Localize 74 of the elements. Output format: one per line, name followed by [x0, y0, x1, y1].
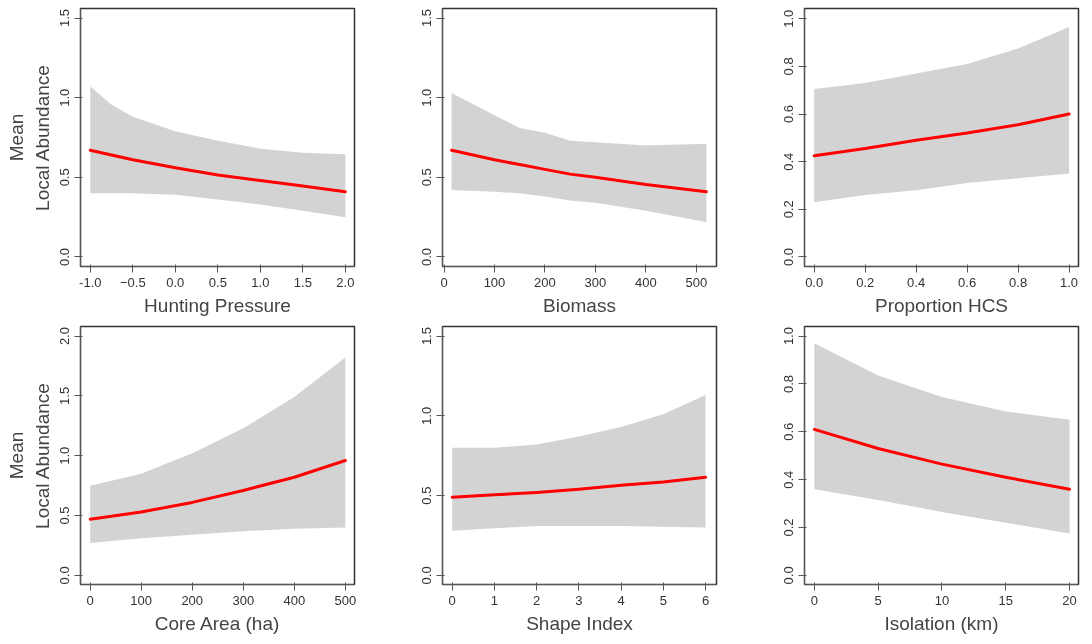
y-tick-label: 0.0: [781, 247, 797, 267]
y-tick-label: 0.2: [781, 200, 797, 219]
x-tick-label: 0.0: [166, 274, 185, 290]
x-tick-label: 0: [86, 592, 94, 608]
x-tick-label: 3: [575, 592, 583, 608]
x-axis-title: Core Area (ha): [154, 612, 280, 634]
y-tick-label: 0.0: [57, 566, 73, 585]
y-tick-label: 0.0: [781, 566, 797, 585]
x-tick-label: 0: [810, 592, 818, 608]
x-tick-label: 200: [181, 592, 204, 608]
x-tick-label: 0: [440, 274, 448, 290]
y-tick-label: 0.4: [781, 470, 797, 489]
y-tick-label: 0.8: [781, 57, 797, 76]
x-tick-label: 0.4: [907, 274, 926, 290]
y-tick-label: 0.5: [57, 506, 73, 525]
x-tick-label: 1.5: [293, 274, 312, 290]
y-tick-label: 0.0: [57, 247, 73, 266]
x-tick-label: 0.8: [1009, 274, 1028, 290]
x-tick-label: 500: [685, 274, 708, 290]
x-axis-title: Shape Index: [526, 612, 634, 634]
x-tick-label: 500: [334, 592, 357, 608]
x-tick-label: 0.2: [856, 274, 875, 290]
y-tick-label: 2.0: [57, 327, 73, 346]
x-tick-label: 5: [659, 592, 667, 608]
x-tick-label: -1.0: [79, 274, 102, 290]
x-tick-label: 10: [934, 592, 950, 608]
y-tick-label: 1.0: [57, 446, 73, 465]
x-tick-label: 300: [584, 274, 607, 290]
y-tick-label: 1.0: [419, 88, 435, 107]
y-tick-label: 0.5: [419, 168, 435, 187]
x-tick-label: −0.5: [119, 274, 146, 290]
x-tick-label: 0.6: [958, 274, 977, 290]
x-tick-label: 100: [130, 592, 153, 608]
y-tick-label: 1.5: [57, 9, 73, 28]
x-tick-label: 1.0: [251, 274, 270, 290]
x-axis-title: Biomass: [543, 294, 616, 316]
x-tick-label: 6: [701, 592, 710, 608]
x-axis-title: Hunting Pressure: [144, 294, 291, 316]
x-tick-label: 15: [998, 592, 1013, 608]
x-tick-label: 0.0: [805, 274, 824, 290]
y-tick-label: 0.2: [781, 518, 797, 537]
y-tick-label: 1.0: [57, 88, 73, 107]
y-tick-label: 0.0: [419, 566, 435, 585]
y-tick-label: 1.5: [419, 327, 435, 346]
x-tick-label: 20: [1062, 592, 1077, 608]
x-tick-label: 1.0: [1060, 274, 1079, 290]
y-tick-label: 0.4: [781, 152, 797, 171]
x-tick-label: 0.5: [208, 274, 227, 290]
y-tick-label: 0.6: [781, 104, 797, 124]
y-tick-label: 0.6: [781, 422, 797, 441]
x-tick-label: 200: [534, 274, 556, 290]
x-tick-label: 300: [232, 592, 255, 608]
x-tick-label: 2: [533, 592, 541, 608]
y-tick-label: 1.0: [781, 9, 797, 28]
y-tick-label: 0.8: [781, 374, 797, 393]
x-tick-label: 0: [448, 592, 456, 608]
x-axis-title: Isolation (km): [884, 612, 999, 634]
x-tick-label: 400: [283, 592, 306, 608]
y-tick-label: 1.5: [419, 9, 435, 28]
x-tick-label: 5: [874, 592, 882, 608]
y-axis-title: Mean Local Abundance: [6, 65, 53, 211]
x-tick-label: 100: [483, 274, 506, 290]
y-tick-label: 0.0: [419, 247, 435, 266]
x-tick-label: 2.0: [336, 274, 355, 290]
x-tick-label: 400: [635, 274, 657, 290]
y-tick-label: 0.5: [57, 168, 73, 187]
y-tick-label: 0.5: [419, 486, 435, 505]
x-axis-title: Proportion HCS: [874, 294, 1009, 316]
y-tick-label: 1.5: [57, 386, 73, 405]
x-tick-label: 4: [617, 592, 625, 608]
y-tick-label: 1.0: [781, 327, 797, 346]
y-axis-title: Mean Local Abundance: [6, 383, 53, 529]
y-tick-label: 1.0: [419, 406, 435, 425]
x-tick-label: 1: [490, 592, 499, 608]
